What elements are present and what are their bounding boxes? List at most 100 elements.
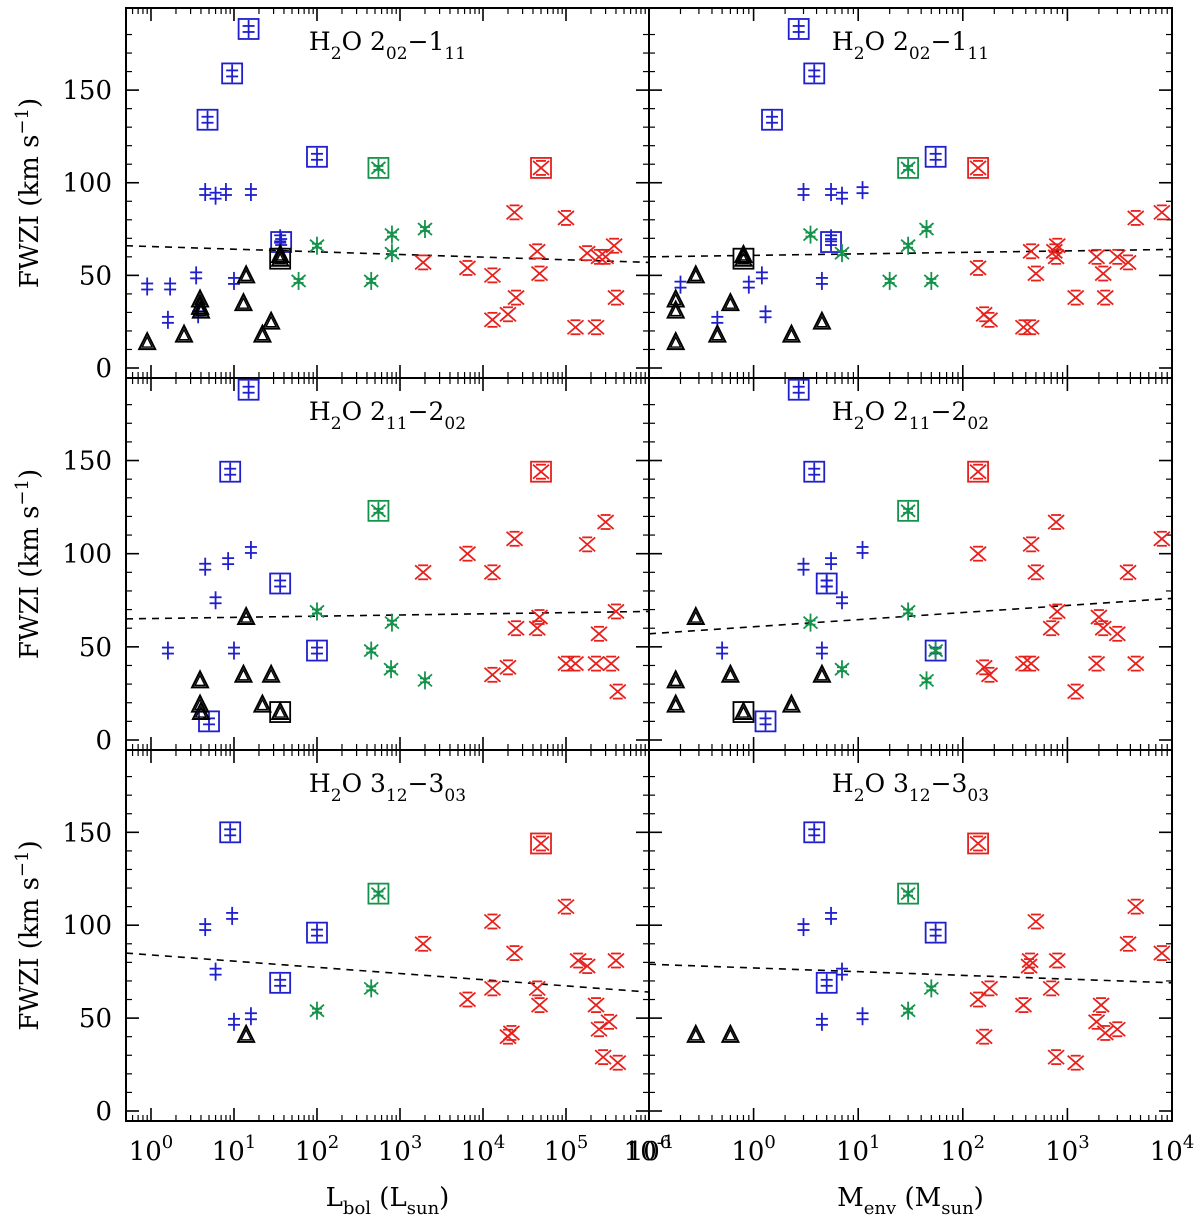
y-tick-label: 50: [79, 261, 112, 291]
marker-plus: [227, 271, 240, 290]
marker-triangle: [781, 323, 802, 343]
marker-triangle: [233, 663, 254, 683]
marker-triangle_box: [732, 247, 755, 270]
marker-x: [507, 289, 525, 306]
fit-line: [648, 597, 1173, 635]
marker-x: [414, 254, 432, 271]
marker-x: [505, 945, 524, 961]
x-tick-label: 102: [295, 1132, 340, 1167]
marker-triangle: [686, 264, 706, 284]
marker-plus: [797, 557, 810, 576]
marker-triangle: [720, 663, 741, 683]
x-tick-label: 106: [627, 1132, 672, 1167]
marker-x: [980, 980, 999, 997]
marker-x: [1127, 655, 1145, 672]
marker-asterisk: [918, 220, 935, 239]
marker-plus: [835, 962, 848, 981]
marker-x: [605, 237, 623, 254]
marker-triangle_box: [732, 700, 755, 723]
marker-triangle: [261, 310, 281, 330]
marker-x: [1047, 1049, 1065, 1066]
x-axis-label-menv: Menv (Msun): [837, 1183, 984, 1216]
marker-plus_box: [761, 108, 783, 131]
marker-triangle: [252, 693, 273, 713]
marker-plus_box: [306, 145, 328, 168]
marker-x: [1127, 898, 1145, 915]
marker-plus: [199, 557, 212, 576]
x-tick-label: 103: [1045, 1132, 1090, 1167]
marker-triangle: [720, 1023, 741, 1043]
marker-asterisk: [918, 671, 935, 690]
fit-line: [125, 244, 650, 264]
marker-x: [1119, 935, 1137, 952]
marker-triangle: [190, 669, 210, 689]
marker-plus: [825, 906, 838, 925]
marker-x: [1067, 683, 1085, 700]
marker-triangle: [252, 323, 273, 343]
marker-x: [1021, 952, 1039, 969]
x-tick-label: 100: [731, 1132, 776, 1167]
marker-x: [557, 898, 575, 915]
x-tick-label: 103: [378, 1132, 423, 1167]
marker-x: [566, 319, 585, 336]
marker-asterisk_box: [897, 157, 920, 179]
marker-asterisk: [834, 660, 850, 679]
marker-asterisk: [900, 1001, 916, 1020]
y-axis-label: FWZI (km s−1): [12, 98, 45, 288]
marker-x: [1127, 210, 1145, 226]
marker-x: [607, 952, 625, 969]
marker-plus_box: [787, 18, 810, 40]
panel-3: 0 50 100 150 H2O 211−202: [62, 377, 650, 756]
marker-x: [1087, 655, 1106, 672]
marker-triangle: [137, 330, 157, 351]
marker-plus: [199, 183, 212, 201]
marker-plus_box: [820, 231, 842, 253]
marker-asterisk: [384, 225, 400, 244]
marker-x: [530, 609, 549, 625]
panel-frame: [648, 749, 1173, 1122]
marker-x: [590, 1021, 608, 1038]
marker-triangle: [236, 264, 256, 284]
marker-x: [1027, 564, 1045, 581]
marker-asterisk: [900, 602, 916, 621]
y-tick-label: 150: [62, 818, 112, 848]
marker-plus: [244, 1007, 257, 1026]
marker-triangle: [666, 693, 686, 713]
marker-asterisk: [417, 671, 433, 690]
marker-x: [483, 980, 502, 997]
marker-x: [458, 545, 477, 562]
marker-plus: [856, 1007, 869, 1026]
marker-asterisk: [900, 236, 916, 255]
y-tick-label: 0: [95, 726, 112, 756]
marker-asterisk: [802, 225, 819, 244]
marker-plus: [835, 591, 848, 610]
marker-x: [414, 935, 432, 952]
marker-x: [530, 997, 549, 1013]
marker-x: [587, 997, 605, 1013]
marker-x: [1153, 204, 1171, 221]
x-tick-label: 102: [941, 1132, 986, 1167]
marker-x: [502, 1025, 521, 1041]
marker-plus: [209, 591, 222, 610]
marker-x: [530, 265, 549, 282]
marker-x: [1022, 655, 1040, 672]
marker-x: [1108, 248, 1126, 265]
panel-title: H2O 211−202: [832, 397, 989, 434]
y-axis-label: FWZI (km s−1): [12, 469, 45, 659]
marker-plus: [742, 275, 755, 294]
x-axis-label-lbol: Lbol (Lsun): [326, 1183, 450, 1216]
marker-plus_box: [196, 108, 219, 131]
marker-triangle: [191, 299, 211, 319]
marker-x: [483, 913, 502, 930]
marker-x: [458, 991, 477, 1008]
marker-asterisk_box: [897, 499, 920, 522]
marker-plus: [825, 552, 838, 571]
marker-x: [1042, 980, 1060, 997]
x-tick-label: 105: [544, 1132, 589, 1167]
marker-x: [1048, 952, 1066, 969]
marker-asterisk: [923, 271, 939, 290]
marker-triangle: [236, 605, 256, 626]
marker-x: [1027, 913, 1045, 930]
marker-x: [483, 564, 502, 581]
